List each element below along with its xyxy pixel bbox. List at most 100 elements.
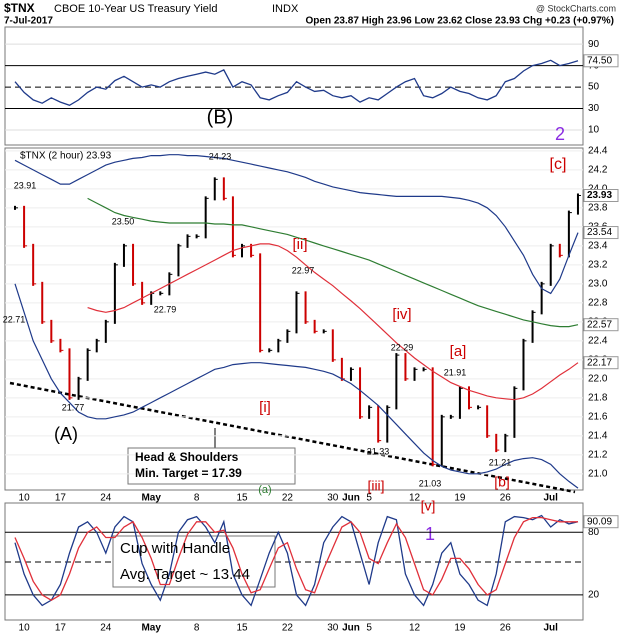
x-tick-label: 19	[454, 493, 466, 504]
y-tick-label: 21.2	[588, 449, 608, 460]
price-bar	[241, 243, 243, 258]
symbol: $TNX	[4, 1, 35, 15]
point-label: 24.23	[209, 151, 232, 161]
price-bar	[50, 319, 53, 343]
y-tick-label: 22.0	[588, 373, 608, 384]
price-bar	[222, 177, 225, 201]
x-tick-label: Jul	[543, 493, 558, 504]
x-tick-label: 22	[282, 623, 294, 634]
price-bar	[440, 414, 443, 467]
wave-label: (B)	[207, 106, 234, 128]
y-tick-label: 21.6	[588, 411, 608, 422]
price-bar	[458, 386, 461, 419]
price-bar	[395, 353, 398, 410]
x-tick-label: Jun	[342, 623, 360, 634]
y-tick-label: 30	[588, 103, 600, 114]
x-tick-label: Jun	[342, 493, 360, 504]
point-label: 22.71	[3, 314, 26, 324]
x-tick-label: May	[141, 623, 161, 634]
y-tick-label: 20	[588, 590, 600, 601]
series-line	[14, 59, 579, 107]
wave-label: (a)	[258, 484, 271, 496]
point-label: 21.91	[444, 367, 467, 377]
moving-average	[14, 283, 579, 489]
price-bar	[304, 291, 307, 324]
price-bar	[558, 243, 561, 258]
exchange: INDX	[272, 3, 299, 15]
price-panel	[4, 147, 584, 491]
x-tick-label: 26	[500, 623, 512, 634]
price-bar	[495, 433, 498, 453]
wave-label: [ii]	[293, 236, 308, 253]
y-tick-label: 23.4	[588, 240, 608, 251]
value-tag: 22.17	[587, 357, 612, 368]
price-bar	[549, 243, 552, 286]
price-bar	[404, 353, 407, 381]
price-bar	[413, 367, 416, 381]
value-tag: 90.09	[587, 516, 612, 527]
x-tick-label: 12	[409, 623, 421, 634]
x-tick-label: 10	[19, 493, 31, 504]
price-bar	[104, 319, 107, 343]
date: 7-Jul-2017	[4, 16, 53, 27]
x-tick-label: 19	[454, 623, 466, 634]
x-tick-label: 5	[366, 493, 372, 504]
price-bar	[204, 196, 207, 239]
price-bar	[250, 243, 253, 258]
x-tick-label: 8	[194, 623, 200, 634]
price-bar	[113, 262, 116, 324]
note: Head & Shoulders	[135, 450, 239, 464]
price-bar	[122, 243, 125, 267]
price-bar	[504, 433, 507, 453]
price-bar	[386, 405, 389, 443]
price-bar	[522, 338, 525, 391]
value-tag: 23.93	[587, 190, 612, 201]
x-tick-label: 15	[236, 623, 248, 634]
wave-label: 1	[425, 524, 435, 544]
price-bar	[567, 210, 570, 258]
value-tag-box	[583, 54, 619, 68]
price-bar	[368, 405, 371, 419]
note: Min. Target = 17.39	[135, 466, 242, 480]
price-bar	[286, 329, 289, 343]
x-tick-label: May	[141, 493, 161, 504]
note: Avg. Target ~ 13.44	[120, 566, 250, 583]
wave-label: [iii]	[367, 478, 384, 494]
price-bar	[313, 319, 316, 334]
price-bar	[23, 205, 26, 248]
wave-label: [iv]	[392, 306, 411, 323]
x-tick-label: 30	[327, 623, 339, 634]
value-tag: 22.57	[587, 319, 612, 330]
instrument-name: CBOE 10-Year US Treasury Yield	[54, 3, 217, 15]
point-label: 22.29	[391, 342, 414, 352]
price-bar	[77, 376, 80, 400]
moving-average	[14, 154, 579, 295]
y-tick-label: 23.8	[588, 202, 608, 213]
price-bar	[213, 177, 216, 201]
series-line	[14, 516, 578, 601]
x-tick-label: 24	[100, 623, 112, 634]
x-tick-label: 17	[55, 623, 67, 634]
price-bar	[141, 281, 144, 305]
wave-label: [c]	[550, 156, 567, 173]
point-label: 21.21	[489, 457, 512, 467]
y-tick-label: 24.4	[588, 145, 608, 156]
note-box	[127, 447, 296, 485]
y-tick-label: 22.8	[588, 297, 608, 308]
price-bar	[59, 338, 62, 353]
value-tag-box	[583, 356, 619, 370]
price-bar	[68, 348, 71, 400]
note-box	[112, 535, 276, 588]
wave-label: [i]	[259, 399, 271, 416]
y-tick-label: 24.0	[588, 183, 608, 194]
value-tag-box	[583, 189, 619, 202]
price-bar	[132, 243, 135, 286]
wave-label: (A)	[54, 424, 78, 444]
price-bar	[186, 234, 189, 248]
x-tick-label: 5	[366, 623, 372, 634]
point-label: 21.77	[62, 402, 85, 412]
price-bar	[468, 386, 470, 410]
wave-label: 2	[555, 124, 565, 144]
y-tick-label: 21.0	[588, 468, 608, 479]
price-bar	[277, 338, 280, 353]
